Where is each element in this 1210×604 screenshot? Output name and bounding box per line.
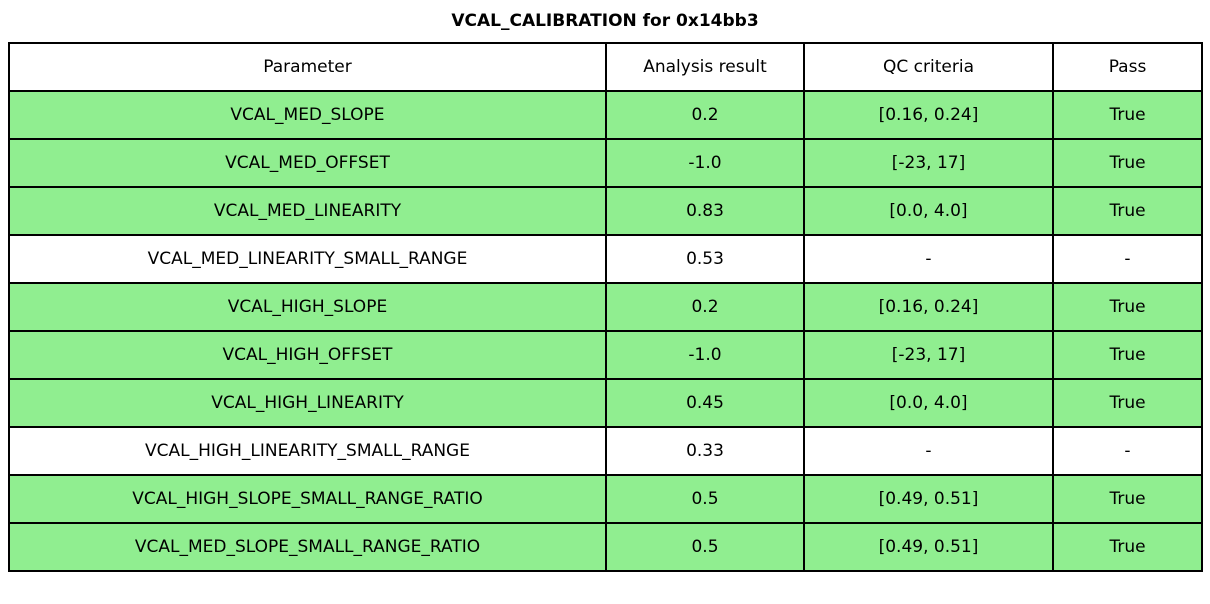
cell-analysis-result: 0.2 [605, 90, 805, 140]
cell-parameter: VCAL_MED_SLOPE_SMALL_RANGE_RATIO [8, 522, 607, 572]
cell-qc-criteria: [-23, 17] [803, 138, 1054, 188]
cell-analysis-result: 0.5 [605, 522, 805, 572]
cell-parameter: VCAL_MED_LINEARITY [8, 186, 607, 236]
cell-qc-criteria: - [803, 234, 1054, 284]
cell-analysis-result: 0.33 [605, 426, 805, 476]
cell-qc-criteria: [0.0, 4.0] [803, 186, 1054, 236]
cell-analysis-result: 0.83 [605, 186, 805, 236]
table-row: VCAL_HIGH_LINEARITY_SMALL_RANGE 0.33 - - [8, 426, 1203, 476]
table-row: VCAL_MED_LINEARITY 0.83 [0.0, 4.0] True [8, 186, 1203, 236]
cell-pass: True [1052, 90, 1203, 140]
col-header-qc-criteria: QC criteria [803, 42, 1054, 92]
table-row: VCAL_HIGH_LINEARITY 0.45 [0.0, 4.0] True [8, 378, 1203, 428]
cell-analysis-result: 0.5 [605, 474, 805, 524]
cell-qc-criteria: [0.0, 4.0] [803, 378, 1054, 428]
cell-analysis-result: -1.0 [605, 138, 805, 188]
qc-results-table: Parameter Analysis result QC criteria Pa… [8, 42, 1203, 572]
col-header-analysis-result: Analysis result [605, 42, 805, 92]
cell-pass: True [1052, 522, 1203, 572]
col-header-parameter: Parameter [8, 42, 607, 92]
cell-analysis-result: -1.0 [605, 330, 805, 380]
cell-pass: True [1052, 186, 1203, 236]
cell-pass: - [1052, 426, 1203, 476]
cell-pass: True [1052, 282, 1203, 332]
cell-qc-criteria: [-23, 17] [803, 330, 1054, 380]
cell-parameter: VCAL_HIGH_LINEARITY_SMALL_RANGE [8, 426, 607, 476]
cell-parameter: VCAL_HIGH_SLOPE_SMALL_RANGE_RATIO [8, 474, 607, 524]
cell-analysis-result: 0.2 [605, 282, 805, 332]
cell-parameter: VCAL_HIGH_SLOPE [8, 282, 607, 332]
cell-pass: True [1052, 330, 1203, 380]
cell-analysis-result: 0.45 [605, 378, 805, 428]
cell-pass: True [1052, 378, 1203, 428]
cell-parameter: VCAL_MED_OFFSET [8, 138, 607, 188]
table-row: VCAL_MED_SLOPE 0.2 [0.16, 0.24] True [8, 90, 1203, 140]
cell-qc-criteria: [0.49, 0.51] [803, 522, 1054, 572]
table-row: VCAL_MED_LINEARITY_SMALL_RANGE 0.53 - - [8, 234, 1203, 284]
cell-pass: True [1052, 138, 1203, 188]
cell-qc-criteria: [0.49, 0.51] [803, 474, 1054, 524]
table-row: VCAL_HIGH_SLOPE_SMALL_RANGE_RATIO 0.5 [0… [8, 474, 1203, 524]
table-row: VCAL_HIGH_SLOPE 0.2 [0.16, 0.24] True [8, 282, 1203, 332]
cell-pass: - [1052, 234, 1203, 284]
table-row: VCAL_HIGH_OFFSET -1.0 [-23, 17] True [8, 330, 1203, 380]
cell-parameter: VCAL_MED_SLOPE [8, 90, 607, 140]
table-row: VCAL_MED_SLOPE_SMALL_RANGE_RATIO 0.5 [0.… [8, 522, 1203, 572]
cell-parameter: VCAL_HIGH_OFFSET [8, 330, 607, 380]
cell-qc-criteria: [0.16, 0.24] [803, 282, 1054, 332]
header-row: Parameter Analysis result QC criteria Pa… [8, 42, 1203, 92]
cell-analysis-result: 0.53 [605, 234, 805, 284]
cell-qc-criteria: - [803, 426, 1054, 476]
cell-pass: True [1052, 474, 1203, 524]
cell-qc-criteria: [0.16, 0.24] [803, 90, 1054, 140]
col-header-pass: Pass [1052, 42, 1203, 92]
table-row: VCAL_MED_OFFSET -1.0 [-23, 17] True [8, 138, 1203, 188]
page-title: VCAL_CALIBRATION for 0x14bb3 [451, 11, 759, 31]
cell-parameter: VCAL_MED_LINEARITY_SMALL_RANGE [8, 234, 607, 284]
cell-parameter: VCAL_HIGH_LINEARITY [8, 378, 607, 428]
